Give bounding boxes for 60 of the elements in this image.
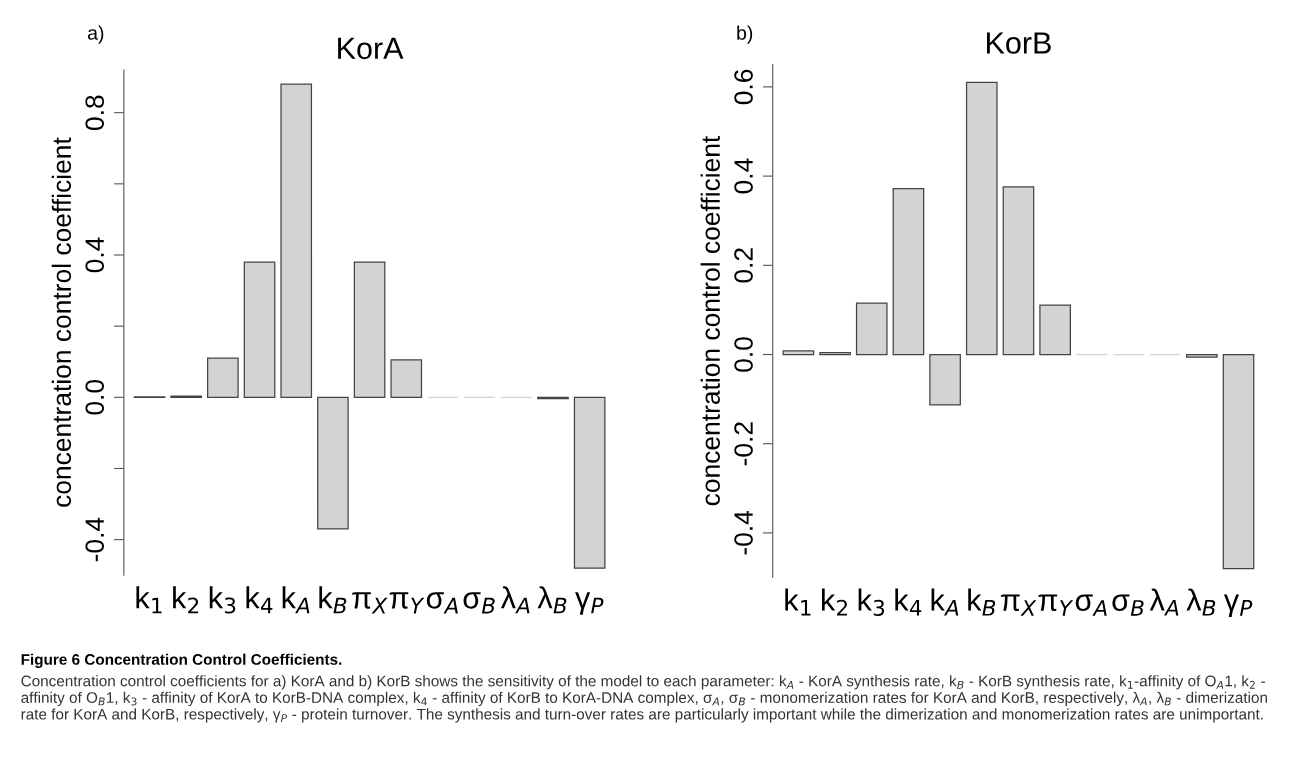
bar — [317, 396, 349, 530]
y-tick-label: 0.0 — [85, 380, 105, 415]
y-axis-title: concentration control coefficient — [700, 135, 720, 506]
x-tick-label: k$_{2}$ — [822, 588, 847, 616]
bar — [353, 261, 386, 398]
y-tick-label: 0.0 — [734, 337, 753, 372]
bar — [965, 81, 998, 356]
x-tick-label: k$_{4}$ — [246, 586, 273, 614]
text: a) — [88, 25, 104, 44]
y-axis-title: concentration control coefficient — [51, 137, 72, 507]
bar — [1186, 353, 1218, 358]
bar — [207, 357, 239, 398]
x-tick-label: k$_{2}$ — [173, 586, 199, 614]
bar — [855, 302, 888, 356]
x-tick-label: γ$_{P}$ — [575, 592, 604, 615]
bar — [280, 83, 313, 398]
chart-title: KorA — [338, 37, 404, 60]
bar — [1002, 186, 1035, 356]
y-tick-label: 0.4 — [734, 158, 753, 194]
x-tick-label: π$_{X}$ — [1001, 594, 1037, 616]
x-tick-label: k$_{B}$ — [968, 588, 996, 616]
y-tick-label: -0.2 — [734, 422, 753, 466]
x-tick-label: γ$_{P}$ — [1223, 594, 1253, 617]
x-tick-label: σ$_{A}$ — [426, 592, 458, 614]
x-tick-label: π$_{Y}$ — [1038, 594, 1074, 616]
text: b) — [737, 25, 753, 44]
x-tick-label: λ$_{B}$ — [537, 586, 567, 614]
x-tick-label: σ$_{A}$ — [1075, 594, 1107, 616]
y-tick-label: 0.4 — [85, 237, 105, 273]
x-tick-label: k$_{A}$ — [931, 588, 959, 616]
bar — [1222, 353, 1255, 570]
chart-title: KorB — [987, 32, 1051, 54]
bar — [390, 359, 423, 398]
x-tick-label: σ$_{B}$ — [1112, 594, 1144, 616]
bar — [573, 396, 606, 569]
x-tick-label: λ$_{B}$ — [1186, 588, 1216, 616]
y-tick-label: -0.4 — [85, 517, 105, 562]
x-tick-label: k$_{4}$ — [895, 588, 922, 616]
y-tick-label: 0.2 — [734, 248, 753, 283]
x-tick-label: π$_{Y}$ — [389, 592, 425, 614]
x-tick-label: σ$_{B}$ — [463, 592, 495, 614]
x-tick-label: k$_{B}$ — [319, 586, 347, 614]
x-tick-label: λ$_{A}$ — [1149, 588, 1179, 616]
x-tick-label: λ$_{A}$ — [500, 586, 530, 614]
bar — [243, 261, 276, 398]
bar — [1039, 304, 1071, 356]
y-tick-label: 0.8 — [85, 95, 105, 130]
x-tick-label: π$_{X}$ — [352, 592, 388, 614]
x-tick-label: k$_{A}$ — [282, 586, 310, 614]
x-tick-label: k$_{3}$ — [858, 588, 885, 616]
y-tick-label: -0.4 — [734, 510, 753, 555]
y-tick-label: 0.6 — [734, 69, 753, 105]
x-tick-label: k$_{1}$ — [136, 586, 162, 614]
x-tick-label: k$_{1}$ — [785, 588, 811, 616]
bar — [892, 187, 925, 356]
caption: Figure 6 Concentration Control Coefficients. — [21, 653, 342, 668]
text: Concentration control coefficients for a) KorA and b) KorB shows the sensitivity of the model to each parameter: k$_{A}$ - KorA synthesis rate, k$_{B}$ - KorB synthesis rate, k$_{1}$-affinity of O$_{A}$1, k$_{2}$ - affinity of O$_{B}$1, k$_{3}$ - affinity of KorA to KorB-DNA complex, k$_{4}$ - affinity of KorB to KorA-DNA complex, σ$_{A}$, σ$_{B}$ - monomerization rates for KorA and KorB, respectively, λ$_{A}$, λ$_{B}$ - dimerization rate for KorA and KorB, respectively, γ$_{P}$ - protein turnover. The synthesis and turn-over rates are particularly important while the dimerization and monomerization rates are unimportant. — [21, 675, 1267, 723]
x-tick-label: k$_{3}$ — [209, 586, 236, 614]
bar — [929, 353, 961, 406]
bar — [782, 350, 815, 356]
